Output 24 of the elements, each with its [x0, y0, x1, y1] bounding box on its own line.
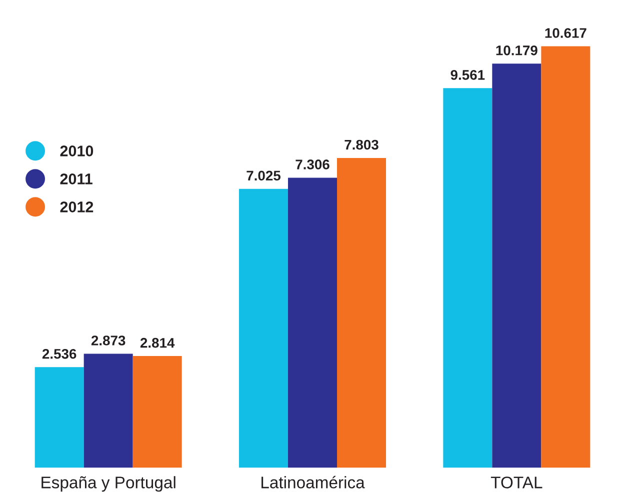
- bar: [239, 188, 288, 468]
- data-label: 7.306: [296, 160, 330, 170]
- data-label: 2.814: [140, 338, 175, 348]
- bar: [492, 64, 542, 468]
- bar: [541, 46, 590, 468]
- bar: [288, 178, 337, 468]
- data-label: 7.803: [344, 140, 378, 150]
- x-tick-label: España y Portugal: [42, 476, 176, 492]
- bar: [337, 158, 386, 468]
- data-label: 10.617: [545, 28, 586, 38]
- data-label: 2.536: [42, 348, 76, 359]
- data-label: 9.561: [450, 70, 485, 80]
- bar: [443, 88, 492, 468]
- legend-label: 2011: [60, 174, 92, 184]
- data-label: 10.179: [496, 45, 538, 56]
- bar: [132, 356, 182, 468]
- x-tick-label: TOTAL: [490, 476, 542, 488]
- bar: [84, 354, 133, 468]
- x-tick-label: Latinoamérica: [262, 476, 365, 488]
- data-label: 2.873: [91, 336, 126, 346]
- data-label: 7.025: [246, 170, 280, 181]
- legend-label: 2010: [60, 146, 94, 156]
- bar: [34, 367, 84, 468]
- legend-label: 2012: [60, 202, 94, 212]
